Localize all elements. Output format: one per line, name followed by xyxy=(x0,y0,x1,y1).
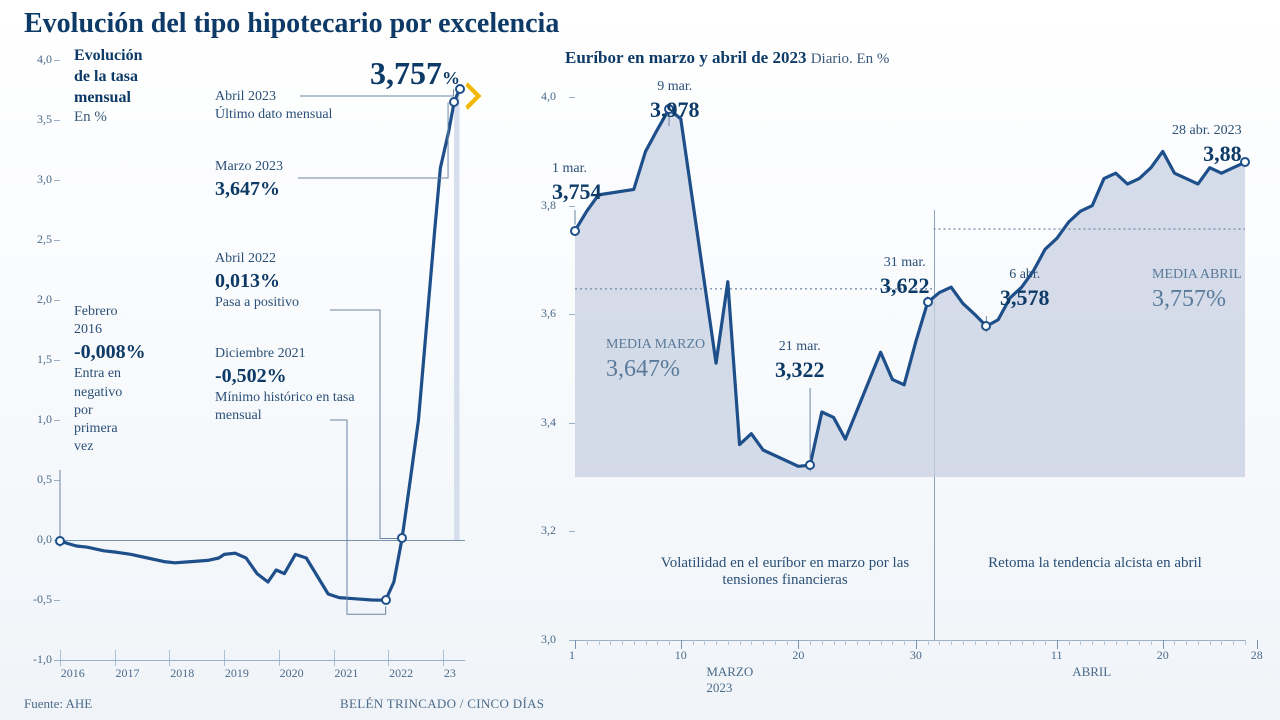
anno-p31-date: 31 mar. xyxy=(880,254,930,272)
caption-april: Retoma la tendencia alcista en abril xyxy=(985,555,1205,572)
anno-p21: 21 mar. 3,322 xyxy=(775,338,825,385)
anno-p9: 9 mar. 3,978 xyxy=(650,78,700,125)
marker xyxy=(805,460,815,470)
marker xyxy=(570,226,580,236)
anno-p6a-value: 3,578 xyxy=(1000,284,1050,313)
anno-p1-date: 1 mar. xyxy=(552,160,602,178)
marker xyxy=(981,321,991,331)
anno-p21-date: 21 mar. xyxy=(775,338,825,356)
anno-p28a-date: 28 abr. 2023 xyxy=(1172,122,1242,140)
anno-p21-value: 3,322 xyxy=(775,356,825,385)
anno-p1: 1 mar. 3,754 xyxy=(552,160,602,207)
caption-march: Volatilidad en el euríbor en marzo por l… xyxy=(635,555,935,589)
anno-p9-value: 3,978 xyxy=(650,96,700,125)
avg-march-label: MEDIA MARZO xyxy=(606,337,705,353)
anno-p31: 31 mar. 3,622 xyxy=(880,254,930,301)
anno-p9-date: 9 mar. xyxy=(650,78,700,96)
avg-april-label: MEDIA ABRIL xyxy=(1152,267,1242,283)
avg-march-value: 3,647% xyxy=(606,356,680,383)
anno-p28a: 28 abr. 2023 3,88 xyxy=(1172,122,1242,169)
anno-p31-value: 3,622 xyxy=(880,272,930,301)
footer-credit: BELÉN TRINCADO / CINCO DÍAS xyxy=(340,696,544,712)
anno-p28a-value: 3,88 xyxy=(1172,140,1242,169)
anno-p6a: 6 abr. 3,578 xyxy=(1000,266,1050,313)
avg-april-value: 3,757% xyxy=(1152,286,1226,313)
footer-source: Fuente: AHE xyxy=(24,696,92,712)
anno-p6a-date: 6 abr. xyxy=(1000,266,1050,284)
anno-p1-value: 3,754 xyxy=(552,178,602,207)
